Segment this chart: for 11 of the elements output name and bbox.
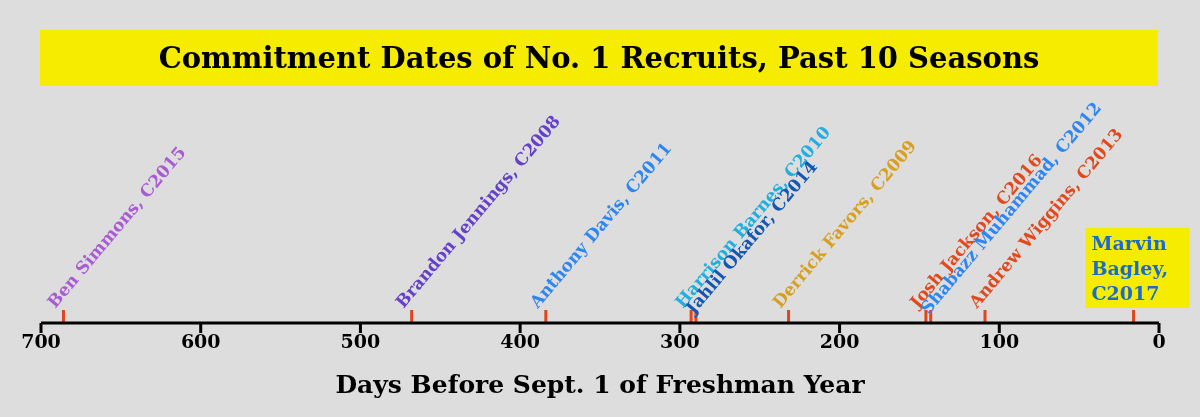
x-tick-label: 500	[340, 330, 381, 353]
x-tick-label: 200	[819, 330, 860, 353]
x-axis-title: Days Before Sept. 1 of Freshman Year	[335, 370, 866, 399]
x-tick-label: 700	[21, 330, 61, 353]
annotation: Marvin Bagley, C2017	[1091, 232, 1169, 304]
x-tick-label: 600	[180, 330, 221, 353]
x-tick-label: 400	[500, 330, 540, 353]
x-tick-label: 0	[1152, 330, 1166, 353]
chart-title: Commitment Dates of No. 1 Recruits, Past 10 Seasons	[40, 30, 1158, 86]
x-tick-label: 300	[660, 330, 700, 353]
x-tick-label: 100	[979, 330, 1020, 353]
